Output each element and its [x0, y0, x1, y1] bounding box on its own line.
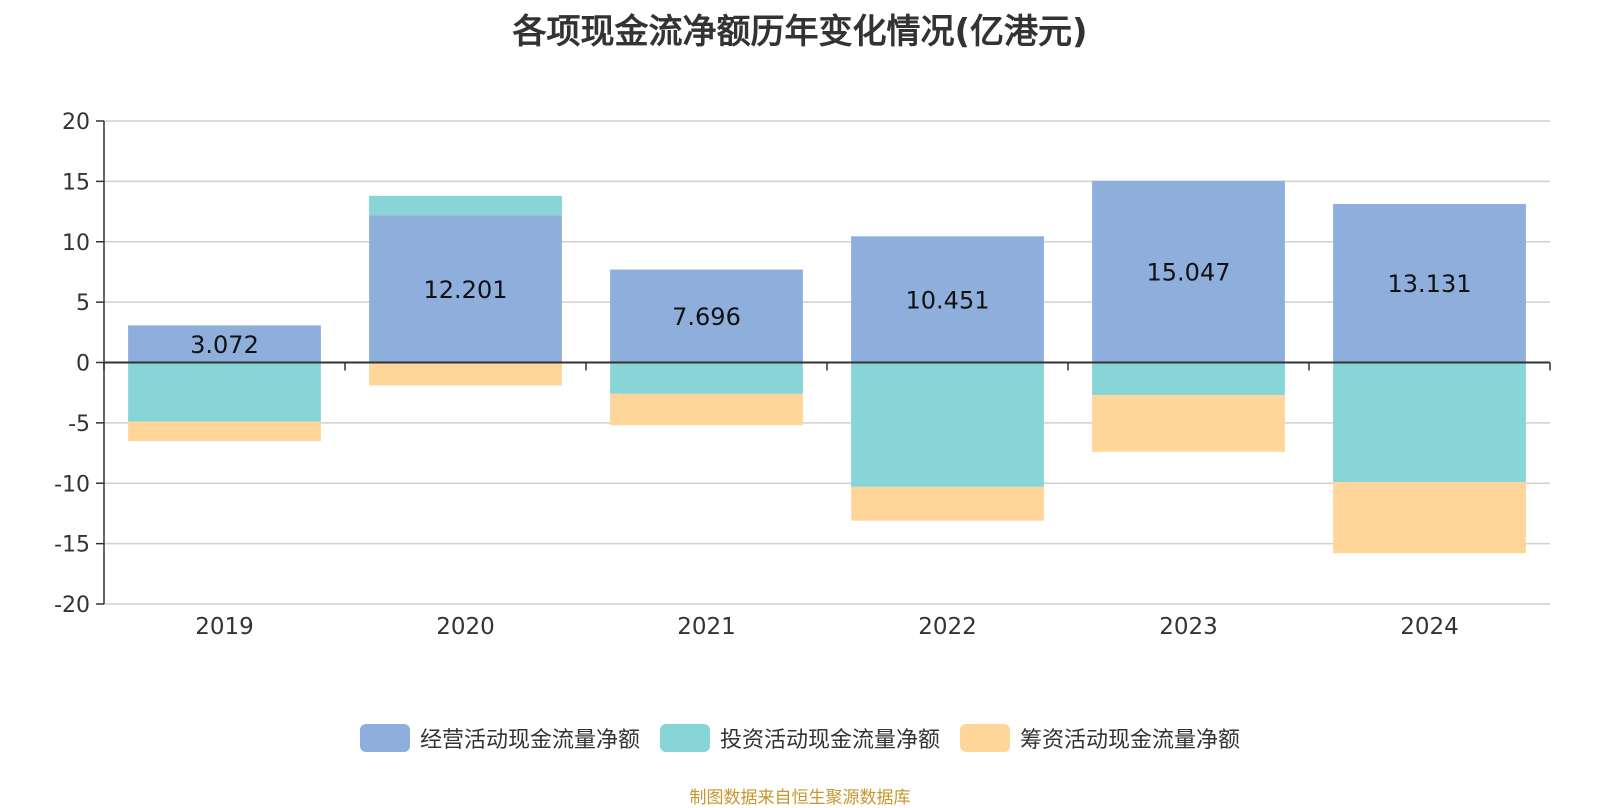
legend-swatch — [659, 724, 710, 752]
legend-item[interactable]: 投资活动现金流量净额 — [659, 722, 940, 754]
x-tick-label: 2023 — [1159, 614, 1218, 640]
bar-2023-series-0 — [1092, 180, 1285, 363]
bar-2020-series-0 — [369, 215, 562, 363]
bar-2022-series-2 — [851, 486, 1044, 521]
data-label-2021: 7.696 — [672, 303, 741, 331]
x-tick-label: 2022 — [918, 614, 977, 640]
legend: 经营活动现金流量净额 投资活动现金流量净额 筹资活动现金流量净额 — [0, 722, 1600, 754]
data-label-2020: 12.201 — [424, 276, 508, 304]
bar-2023-series-1 — [1092, 362, 1285, 396]
legend-label: 经营活动现金流量净额 — [419, 728, 640, 753]
y-tick-label: 15 — [62, 170, 90, 195]
bar-2020-series-2 — [369, 362, 562, 386]
y-tick-label: -10 — [54, 472, 90, 497]
legend-item[interactable]: 经营活动现金流量净额 — [359, 722, 640, 754]
bar-2021-series-0 — [610, 269, 803, 363]
legend-label: 投资活动现金流量净额 — [719, 728, 940, 753]
y-tick-label: 10 — [62, 231, 90, 256]
bar-2019-series-0 — [128, 325, 321, 363]
data-label-2022: 10.451 — [906, 286, 990, 314]
data-label-2024: 13.131 — [1388, 270, 1472, 298]
y-tick-label: -5 — [68, 412, 90, 437]
y-tick-label: 5 — [76, 291, 90, 316]
bar-2022-series-0 — [851, 236, 1044, 363]
bar-2019-series-1 — [128, 362, 321, 422]
y-tick-label: -15 — [54, 533, 90, 558]
bars — [128, 180, 1526, 554]
source-footer: 制图数据来自恒生聚源数据库 — [689, 788, 911, 808]
x-tick-label: 2021 — [677, 614, 736, 640]
bar-2022-series-1 — [851, 362, 1044, 487]
x-tick-label: 2019 — [195, 614, 254, 640]
bar-2021-series-2 — [610, 393, 803, 426]
legend-swatch — [359, 724, 410, 752]
data-labels: 3.072 12.201 7.696 10.451 15.047 13.131 — [190, 259, 1471, 359]
bar-2023-series-2 — [1092, 395, 1285, 452]
legend-label: 筹资活动现金流量净额 — [1020, 728, 1241, 753]
bar-2024-series-1 — [1333, 362, 1526, 483]
bar-2024-series-0 — [1333, 203, 1526, 363]
legend-swatch — [960, 724, 1010, 752]
y-tick-label: 20 — [62, 110, 90, 135]
chart-title: 各项现金流净额历年变化情况(亿港元) — [512, 12, 1088, 52]
legend-item[interactable]: 筹资活动现金流量净额 — [960, 722, 1240, 754]
x-tick-label: 2024 — [1400, 614, 1459, 640]
data-label-2023: 15.047 — [1147, 259, 1231, 287]
axes: 20 15 10 5 0 -5 -10 -15 -20 2019 2020 2021 2022 2023 2… — [54, 110, 1551, 640]
bar-2019-series-2 — [128, 421, 321, 441]
bar-2021-series-1 — [610, 362, 803, 394]
y-tick-label: -20 — [54, 593, 90, 618]
bar-2024-series-2 — [1333, 482, 1526, 554]
y-tick-label: 0 — [76, 352, 90, 377]
grid-lines — [104, 120, 1550, 605]
bar-2020-series-1 — [369, 195, 562, 216]
data-label-2019: 3.072 — [190, 331, 259, 359]
x-tick-label: 2020 — [436, 614, 495, 640]
